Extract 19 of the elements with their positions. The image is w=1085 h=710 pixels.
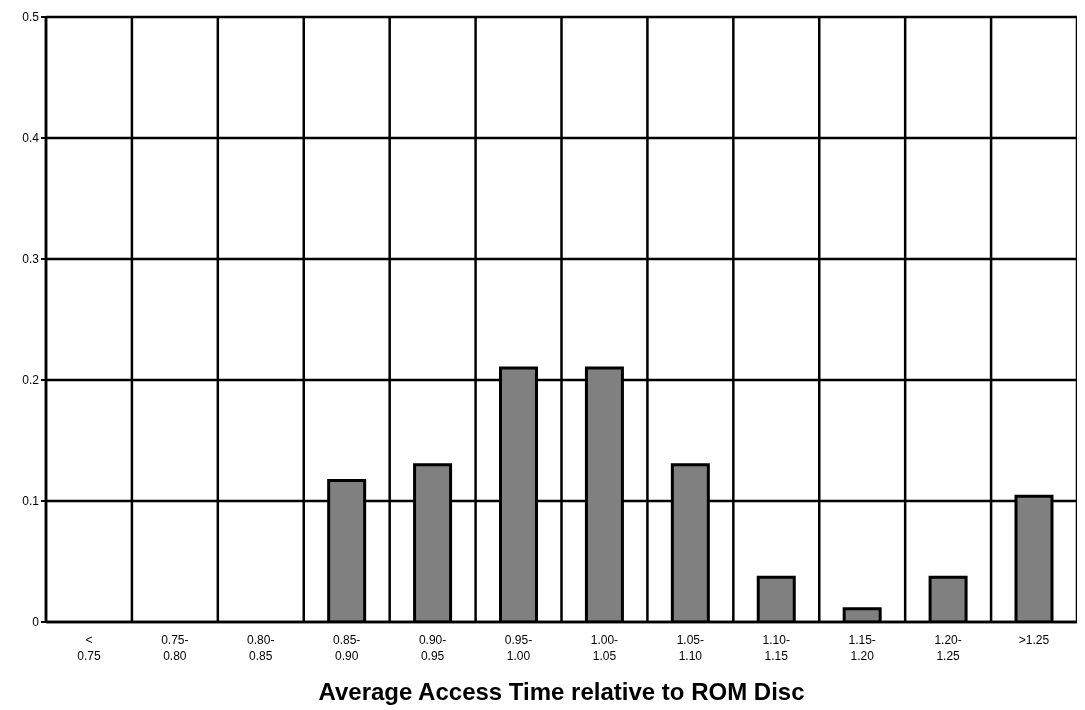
- y-tick-label: 0.3: [22, 252, 40, 267]
- x-tick-label: 1.20-1.25: [934, 633, 962, 663]
- x-tick-label: 1.00-1.05: [590, 633, 619, 663]
- x-tick-label: 0.95-1.00: [504, 633, 533, 663]
- x-tick-label: 0.75-0.80: [161, 633, 189, 663]
- x-tick-label: 1.15-1.20: [848, 633, 876, 663]
- x-tick-label: 1.05-1.10: [676, 633, 705, 663]
- x-tick-label: >1.25: [1018, 633, 1050, 647]
- x-tick-label: 1.10-1.15: [762, 633, 790, 663]
- y-tick-label: 0: [32, 615, 40, 630]
- x-tick-label: 0.90-0.95: [418, 633, 447, 663]
- y-tick-label: 0.1: [22, 494, 40, 509]
- x-tick-label: 0.80-0.85: [247, 633, 275, 663]
- x-tick-label: < 0.75: [77, 633, 101, 663]
- y-tick-label: 0.2: [22, 373, 40, 388]
- y-tick-label: 0.4: [22, 131, 40, 146]
- x-axis-title: Average Access Time relative to ROM Disc: [318, 678, 805, 705]
- x-tick-label: 0.85-0.90: [333, 633, 361, 663]
- y-tick-label: 0.5: [22, 10, 40, 25]
